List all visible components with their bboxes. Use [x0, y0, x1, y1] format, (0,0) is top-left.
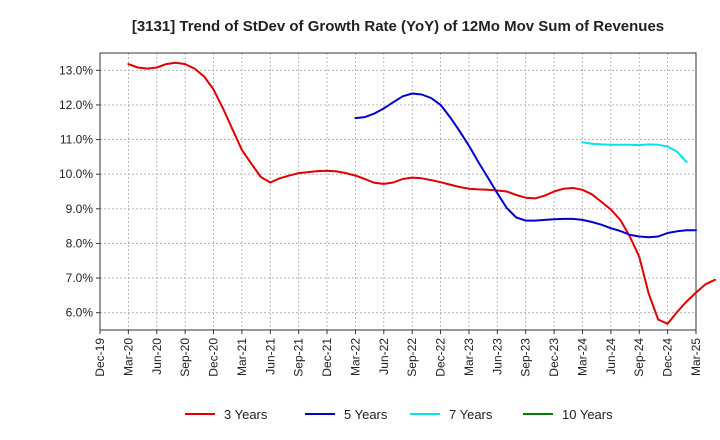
y-tick-label: 10.0% — [59, 167, 93, 181]
x-tick-label: Dec-20 — [207, 338, 221, 377]
x-tick-label: Mar-25 — [689, 338, 703, 376]
legend-label: 5 Years — [344, 407, 388, 422]
y-tick-label: 9.0% — [66, 202, 94, 216]
x-tick-label: Jun-24 — [604, 338, 618, 375]
grid-layer — [100, 53, 696, 330]
x-axis: Dec-19 Mar-20 Jun-20 Sep-20 Dec-20 Mar-21 Jun-… — [93, 330, 703, 377]
x-tick-label: Dec-19 — [93, 338, 107, 377]
x-tick-label: Mar-22 — [348, 338, 362, 376]
legend-label: 3 Years — [224, 407, 268, 422]
legend-label: 7 Years — [449, 407, 493, 422]
x-tick-label: Jun-23 — [490, 338, 504, 375]
series-line-7-years — [581, 141, 688, 164]
legend-label: 10 Years — [562, 407, 613, 422]
y-tick-label: 12.0% — [59, 98, 93, 112]
x-tick-label: Dec-23 — [547, 338, 561, 377]
x-tick-label: Sep-22 — [405, 338, 419, 377]
plot-frame — [99, 52, 697, 331]
x-tick-label: Sep-23 — [519, 338, 533, 377]
y-tick-label: 6.0% — [66, 306, 94, 320]
x-tick-label: Sep-21 — [292, 338, 306, 377]
x-tick-label: Dec-22 — [434, 338, 448, 377]
x-tick-label: Mar-24 — [575, 338, 589, 376]
x-tick-label: Mar-23 — [462, 338, 476, 376]
x-tick-label: Sep-24 — [632, 338, 646, 377]
series-line-3-years — [127, 61, 716, 325]
x-tick-label: Mar-21 — [235, 338, 249, 376]
series-layer — [127, 61, 716, 325]
x-tick-label: Dec-24 — [661, 338, 675, 377]
y-tick-label: 7.0% — [66, 271, 94, 285]
x-tick-label: Jun-20 — [150, 338, 164, 375]
x-tick-label: Jun-22 — [377, 338, 391, 375]
legend: 3 Years 5 Years 7 Years 10 Years — [185, 407, 613, 422]
chart-title: [3131] Trend of StDev of Growth Rate (Yo… — [132, 18, 664, 35]
y-axis: 6.0% 7.0% 8.0% 9.0% 10.0% 11.0% 12.0% 13.0% — [59, 63, 100, 320]
x-tick-label: Dec-21 — [320, 338, 334, 377]
y-tick-label: 13.0% — [59, 63, 93, 77]
x-tick-label: Sep-20 — [178, 338, 192, 377]
x-tick-label: Mar-20 — [121, 338, 135, 376]
y-tick-label: 8.0% — [66, 236, 94, 250]
series-line-5-years — [354, 92, 697, 239]
x-tick-label: Jun-21 — [263, 338, 277, 375]
y-tick-label: 11.0% — [60, 133, 93, 147]
